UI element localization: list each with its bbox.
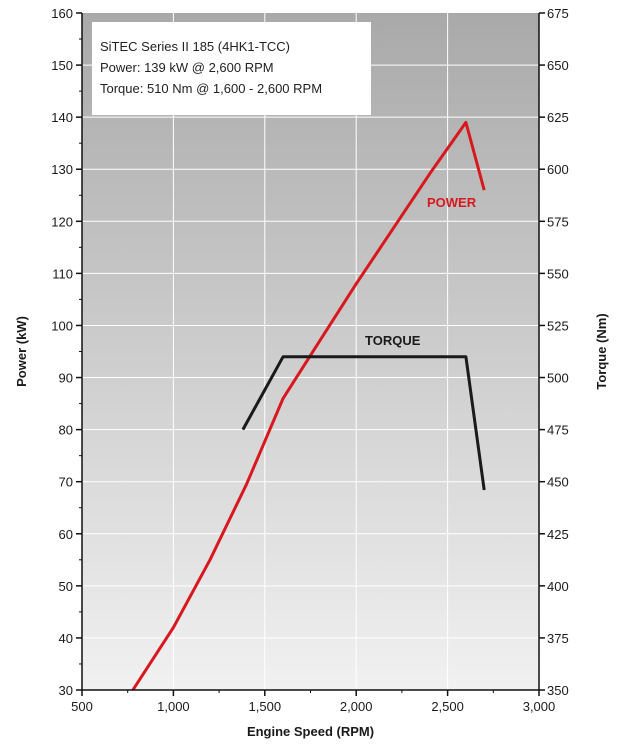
left-tick-label: 160	[51, 6, 73, 21]
left-tick-label: 110	[52, 266, 73, 281]
right-tick-label: 500	[547, 371, 569, 386]
right-tick-label: 675	[547, 6, 569, 21]
right-axis-title: Torque (Nm)	[594, 313, 609, 389]
right-tick-label: 400	[547, 579, 569, 594]
bottom-tick-label: 2,000	[340, 699, 373, 714]
right-tick-label: 375	[547, 631, 569, 646]
right-tick-label: 650	[547, 58, 569, 73]
x-axis-title: Engine Speed (RPM)	[247, 724, 374, 739]
left-tick-label: 50	[59, 579, 73, 594]
power-curve	[131, 120, 486, 690]
power-spec-text: Power: 139 kW @ 2,600 RPM	[100, 60, 274, 75]
left-tick-label: 40	[59, 631, 73, 646]
bottom-tick-label: 1,000	[157, 699, 190, 714]
left-tick-label: 30	[59, 683, 73, 698]
power-series-label: POWER	[427, 195, 477, 210]
left-tick-label: 150	[51, 58, 73, 73]
right-tick-label: 575	[547, 214, 569, 229]
engine-model-text: SiTEC Series II 185 (4HK1-TCC)	[100, 39, 290, 54]
left-tick-label: 120	[51, 214, 73, 229]
bottom-tick-label: 3,000	[523, 699, 556, 714]
right-tick-label: 600	[547, 162, 569, 177]
right-tick-label: 350	[547, 683, 569, 698]
torque-curve	[241, 355, 486, 491]
torque-spec-text: Torque: 510 Nm @ 1,600 - 2,600 RPM	[100, 81, 322, 96]
right-tick-label: 625	[547, 110, 569, 125]
left-tick-label: 140	[51, 110, 73, 125]
series-layer	[131, 120, 486, 690]
left-tick-label: 70	[59, 475, 73, 490]
bottom-tick-label: 2,500	[431, 699, 464, 714]
left-tick-label: 60	[59, 527, 73, 542]
gridlines	[82, 13, 539, 690]
engine-spec-box: SiTEC Series II 185 (4HK1-TCC) Power: 13…	[92, 22, 371, 115]
axes: 30 40 50 60 70 80 90 100 110 120 130 140 150 160 350 37…	[51, 6, 568, 714]
right-tick-label: 550	[547, 266, 569, 281]
left-tick-label: 100	[51, 318, 73, 333]
bottom-tick-label: 1,500	[249, 699, 282, 714]
right-tick-label: 450	[547, 475, 569, 490]
right-tick-label: 425	[547, 527, 569, 542]
left-tick-label: 80	[59, 423, 73, 438]
right-tick-label: 525	[547, 318, 569, 333]
left-axis-title: Power (kW)	[14, 316, 29, 387]
left-tick-label: 130	[51, 162, 73, 177]
right-tick-label: 475	[547, 423, 569, 438]
torque-series-label: TORQUE	[365, 333, 421, 348]
bottom-tick-label: 500	[71, 699, 93, 714]
left-tick-label: 90	[59, 371, 73, 386]
